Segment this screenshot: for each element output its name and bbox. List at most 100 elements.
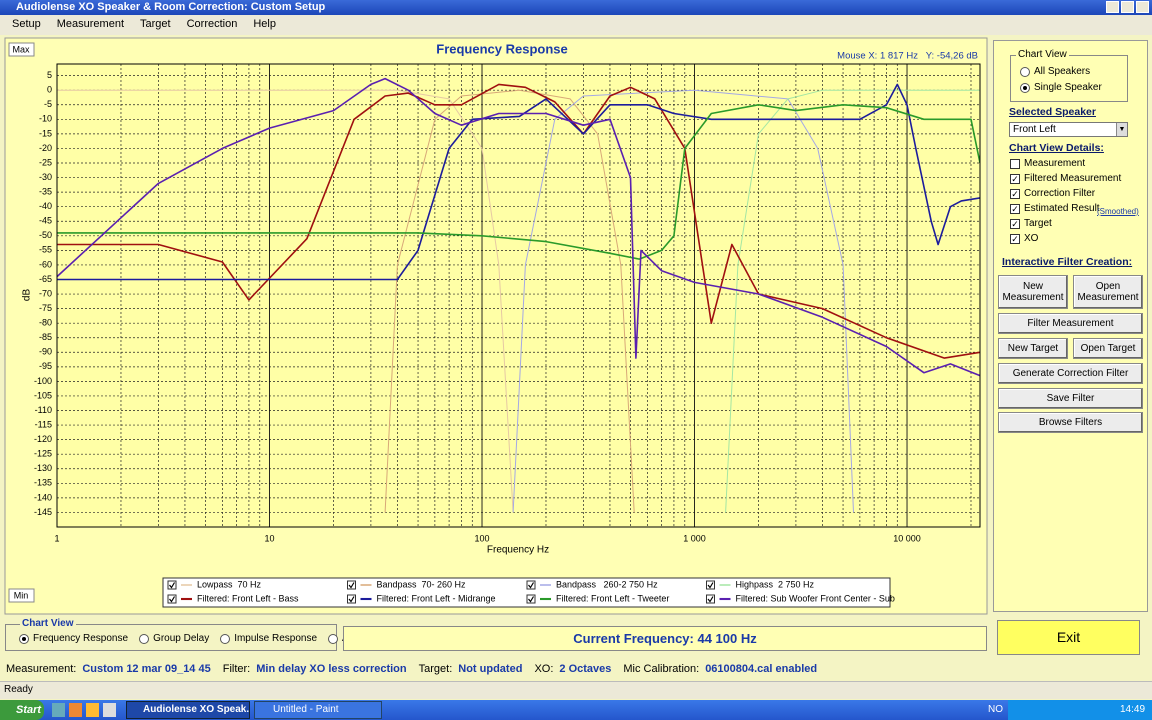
view-options: Frequency Response Group Delay Impulse Res… <box>19 633 353 644</box>
checkbox-option[interactable]: ✓ Filtered Measurement <box>1010 173 1121 184</box>
max-button[interactable] <box>8 42 35 57</box>
start-button[interactable]: Start <box>0 700 44 720</box>
checkbox-option[interactable]: ✓ XO <box>1010 233 1121 244</box>
menu-item[interactable]: Measurement <box>56 18 125 30</box>
close[interactable] <box>1136 1 1149 13</box>
radio[interactable] <box>19 633 29 644</box>
checkbox[interactable]: ✓ <box>1010 203 1020 214</box>
exit-button[interactable]: Exit <box>997 620 1140 655</box>
legend-checkbox[interactable] <box>526 580 536 590</box>
radio-label[interactable]: Impulse Response <box>234 633 318 644</box>
radio-option[interactable]: Frequency Response <box>19 633 128 644</box>
menu-item[interactable]: Help <box>253 18 276 30</box>
legend-checkbox[interactable] <box>347 594 356 604</box>
legend-check <box>348 596 355 603</box>
x-axis-label: Frequency Hz <box>487 545 549 556</box>
chart: Max Min Frequency Response Mouse X: 1 81… <box>4 37 988 615</box>
info-label: Target: <box>418 663 453 675</box>
button[interactable]: Open Measurement <box>1073 275 1143 309</box>
task-button[interactable]: Audiolense XO Speak... <box>126 701 250 719</box>
checkbox-label[interactable]: Correction Filter <box>1024 188 1096 199</box>
checkbox[interactable]: ✓ <box>1010 233 1020 244</box>
menu-item[interactable]: Setup <box>12 18 41 30</box>
taskbar: Start Audiolense XO Speak... Untitled - … <box>0 700 1152 720</box>
checkbox[interactable]: ✓ <box>1010 173 1020 184</box>
info-label: Filter: <box>222 663 251 675</box>
y-tick-label: -140 <box>34 492 52 502</box>
chart-view-group <box>1010 55 1128 102</box>
radio[interactable] <box>1020 82 1030 93</box>
legend-checkbox[interactable] <box>167 580 177 590</box>
radio[interactable] <box>1020 66 1030 77</box>
button[interactable]: Filter Measurement <box>998 313 1143 334</box>
checkbox-label[interactable]: Target <box>1024 218 1052 229</box>
maximize[interactable] <box>1121 1 1134 13</box>
y-tick-label: -60 <box>39 259 52 269</box>
legend-checkbox[interactable] <box>706 580 715 590</box>
y-tick-label: -15 <box>39 128 52 138</box>
button[interactable]: New Measurement <box>998 275 1068 309</box>
info-label: Measurement: <box>6 663 77 675</box>
checkbox-label[interactable]: XO <box>1024 233 1039 244</box>
button[interactable]: Open Target <box>1073 338 1143 359</box>
min-label[interactable]: Min <box>14 590 29 600</box>
y-tick-label: -30 <box>39 172 52 182</box>
radio-label[interactable]: All Speakers <box>1034 66 1091 77</box>
info-value: 2 Octaves <box>559 663 612 675</box>
checkbox[interactable] <box>1010 158 1020 169</box>
y-tick-label: -120 <box>34 434 52 444</box>
series-line <box>384 89 635 513</box>
radio-option[interactable]: Group Delay <box>139 633 209 644</box>
button[interactable]: Save Filter <box>998 388 1143 409</box>
menu-item[interactable]: Correction <box>186 18 238 30</box>
legend-checkbox[interactable] <box>706 594 715 604</box>
smoothed-link[interactable]: (Smoothed) <box>1097 207 1139 216</box>
y-tick-label: -25 <box>39 157 52 167</box>
radio[interactable] <box>139 633 150 644</box>
legend-label: Filtered: Front Left - Bass <box>197 593 299 603</box>
x-tick-label: 10 <box>264 533 274 543</box>
radio-option[interactable]: All Speakers <box>1020 66 1102 77</box>
radio-label[interactable]: Frequency Response <box>33 633 129 644</box>
clock: 14:49 <box>1120 704 1146 715</box>
checkbox-option[interactable]: ✓ Correction Filter <box>1010 188 1121 199</box>
legend-label: Lowpass 70 Hz <box>197 579 262 589</box>
dropdown-arrow[interactable]: ▼ <box>1116 123 1127 136</box>
plot-area <box>57 64 980 527</box>
chart-view-options: All Speakers Single Speaker <box>1020 66 1102 93</box>
radio-label[interactable]: Single Speaker <box>1034 82 1102 93</box>
radio-option[interactable]: Impulse Response <box>220 633 317 644</box>
menu-item[interactable]: Target <box>140 18 171 30</box>
y-axis-label: dB <box>22 289 33 302</box>
checkbox-label[interactable]: Filtered Measurement <box>1024 173 1122 184</box>
y-tick-label: -20 <box>39 143 52 153</box>
legend-checkbox[interactable] <box>526 594 536 604</box>
button[interactable]: Generate Correction Filter <box>998 363 1143 384</box>
max-label[interactable]: Max <box>12 44 30 54</box>
legend-label: Highpass 2 750 Hz <box>736 579 815 589</box>
radio[interactable] <box>328 633 339 644</box>
minimize[interactable] <box>1106 1 1119 13</box>
legend-check <box>169 582 176 589</box>
section-title: Chart View Details: <box>1009 142 1104 154</box>
checkbox-option[interactable]: ✓ Target <box>1010 218 1121 229</box>
y-tick-label: -10 <box>39 114 52 124</box>
checkbox-option[interactable]: ✓ Estimated Result <box>1010 203 1121 214</box>
checkbox-label[interactable]: Measurement <box>1024 158 1086 169</box>
button[interactable]: Browse Filters <box>998 412 1143 433</box>
speaker-dropdown[interactable]: Front Left <box>1009 122 1128 137</box>
button[interactable]: New Target <box>998 338 1068 359</box>
checkbox[interactable]: ✓ <box>1010 218 1020 229</box>
radio-label[interactable]: Group Delay <box>153 633 210 644</box>
legend-checkbox[interactable] <box>347 580 356 590</box>
y-tick-label: -110 <box>35 405 52 415</box>
checkbox[interactable]: ✓ <box>1010 188 1020 199</box>
min-button[interactable] <box>8 588 35 603</box>
legend-label: Filtered: Front Left - Tweeter <box>556 593 669 603</box>
legend-checkbox[interactable] <box>167 594 177 604</box>
task-button[interactable]: Untitled - Paint <box>254 701 382 719</box>
checkbox-option[interactable]: Measurement <box>1010 158 1121 169</box>
radio[interactable] <box>220 633 231 644</box>
checkbox-label[interactable]: Estimated Result <box>1024 203 1100 214</box>
radio-option[interactable]: Single Speaker <box>1020 82 1102 93</box>
